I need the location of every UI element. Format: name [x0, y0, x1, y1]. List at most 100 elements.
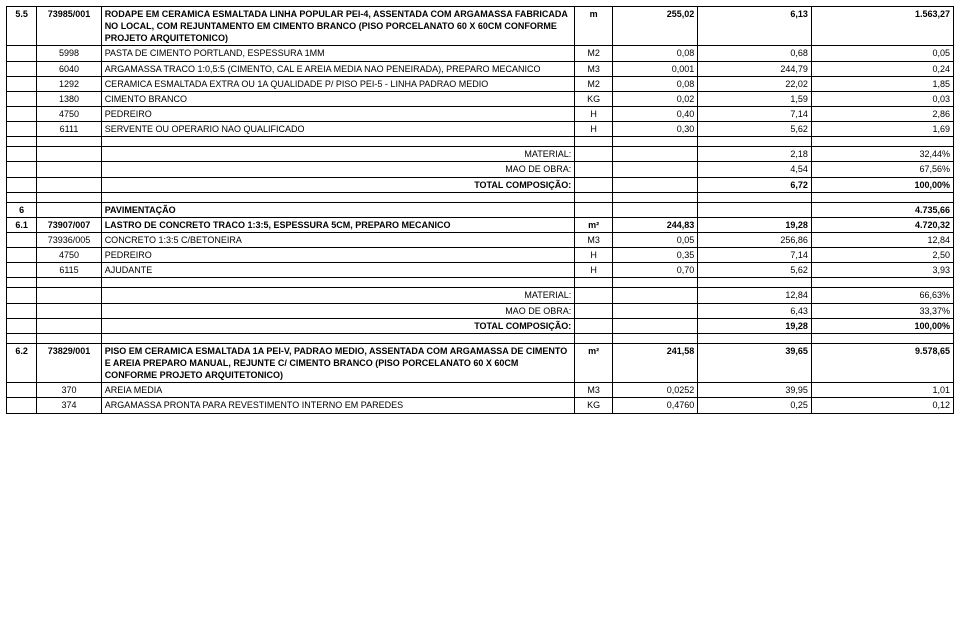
cell [698, 192, 812, 202]
cell [575, 192, 613, 202]
cell [613, 162, 698, 177]
cell [37, 318, 101, 333]
cell: 0,08 [613, 46, 698, 61]
cell: ARGAMASSA TRACO 1:0,5:5 (CIMENTO, CAL E … [101, 61, 575, 76]
budget-table: 5.573985/001RODAPE EM CERAMICA ESMALTADA… [6, 6, 954, 414]
cell: 1380 [37, 91, 101, 106]
item-row: 4750PEDREIROH0,357,142,50 [7, 248, 954, 263]
cell: ARGAMASSA PRONTA PARA REVESTIMENTO INTER… [101, 398, 575, 413]
cell: m [575, 7, 613, 46]
cell: H [575, 106, 613, 121]
cell [7, 76, 37, 91]
cell [575, 202, 613, 217]
cell [811, 333, 953, 343]
cell [613, 137, 698, 147]
cell [7, 192, 37, 202]
cell: 0,70 [613, 263, 698, 278]
cell: 19,28 [698, 217, 812, 232]
cell [698, 202, 812, 217]
cell [575, 177, 613, 192]
cell: 100,00% [811, 318, 953, 333]
cell: 4.735,66 [811, 202, 953, 217]
cell [101, 278, 575, 288]
cell: H [575, 263, 613, 278]
cell [37, 333, 101, 343]
cell [698, 278, 812, 288]
cell [613, 278, 698, 288]
cell: m² [575, 217, 613, 232]
cell [7, 91, 37, 106]
cell: M3 [575, 383, 613, 398]
cell: 6115 [37, 263, 101, 278]
cell [7, 383, 37, 398]
cell: PEDREIRO [101, 106, 575, 121]
cell: 12,84 [698, 288, 812, 303]
cell [7, 162, 37, 177]
cell [613, 147, 698, 162]
item-row: 5.573985/001RODAPE EM CERAMICA ESMALTADA… [7, 7, 954, 46]
cell [7, 333, 37, 343]
cell [101, 333, 575, 343]
cell: PAVIMENTAÇÃO [101, 202, 575, 217]
summary-row: MATERIAL: 12,8466,63% [7, 288, 954, 303]
section-header: 6 PAVIMENTAÇÃO 4.735,66 [7, 202, 954, 217]
cell: 2,50 [811, 248, 953, 263]
cell: 0,40 [613, 106, 698, 121]
item-row: 6.273829/001PISO EM CERAMICA ESMALTADA 1… [7, 343, 954, 382]
cell: CERAMICA ESMALTADA EXTRA OU 1A QUALIDADE… [101, 76, 575, 91]
cell: PEDREIRO [101, 248, 575, 263]
cell: KG [575, 398, 613, 413]
cell: 2,18 [698, 147, 812, 162]
spacer-row [7, 137, 954, 147]
cell: 73829/001 [37, 343, 101, 382]
cell [7, 303, 37, 318]
cell [811, 192, 953, 202]
cell: 0,68 [698, 46, 812, 61]
cell: 66,63% [811, 288, 953, 303]
item-row: 6115AJUDANTEH0,705,623,93 [7, 263, 954, 278]
cell: 73907/007 [37, 217, 101, 232]
cell: PASTA DE CIMENTO PORTLAND, ESPESSURA 1MM [101, 46, 575, 61]
cell: RODAPE EM CERAMICA ESMALTADA LINHA POPUL… [101, 7, 575, 46]
cell: 67,56% [811, 162, 953, 177]
cell: 0,08 [613, 76, 698, 91]
cell [613, 318, 698, 333]
item-row: 1380CIMENTO BRANCOKG0,021,590,03 [7, 91, 954, 106]
cell: 244,79 [698, 61, 812, 76]
cell: MATERIAL: [101, 288, 575, 303]
cell [811, 137, 953, 147]
cell: 32,44% [811, 147, 953, 162]
cell: 6 [7, 202, 37, 217]
cell [613, 192, 698, 202]
item-row: 1292CERAMICA ESMALTADA EXTRA OU 1A QUALI… [7, 76, 954, 91]
cell [613, 202, 698, 217]
cell: 1,59 [698, 91, 812, 106]
cell: MAO DE OBRA: [101, 162, 575, 177]
cell [613, 288, 698, 303]
item-row: 374ARGAMASSA PRONTA PARA REVESTIMENTO IN… [7, 398, 954, 413]
cell [37, 162, 101, 177]
cell: 12,84 [811, 232, 953, 247]
cell [7, 278, 37, 288]
summary-row: MAO DE OBRA:4,5467,56% [7, 162, 954, 177]
summary-row: TOTAL COMPOSIÇÃO:6,72100,00% [7, 177, 954, 192]
cell: 0,03 [811, 91, 953, 106]
cell: 255,02 [613, 7, 698, 46]
cell: 6111 [37, 122, 101, 137]
cell: AREIA MEDIA [101, 383, 575, 398]
cell: 0,05 [613, 232, 698, 247]
item-row: 73936/005CONCRETO 1:3:5 C/BETONEIRAM30,0… [7, 232, 954, 247]
cell: 73985/001 [37, 7, 101, 46]
cell: CIMENTO BRANCO [101, 91, 575, 106]
cell: 6040 [37, 61, 101, 76]
cell: 3,93 [811, 263, 953, 278]
cell [575, 278, 613, 288]
cell: 2,86 [811, 106, 953, 121]
cell: M3 [575, 232, 613, 247]
cell [575, 162, 613, 177]
cell: KG [575, 91, 613, 106]
item-row: 370AREIA MEDIAM30,025239,951,01 [7, 383, 954, 398]
cell: MAO DE OBRA: [101, 303, 575, 318]
cell: 244,83 [613, 217, 698, 232]
summary-row: TOTAL COMPOSIÇÃO:19,28100,00% [7, 318, 954, 333]
